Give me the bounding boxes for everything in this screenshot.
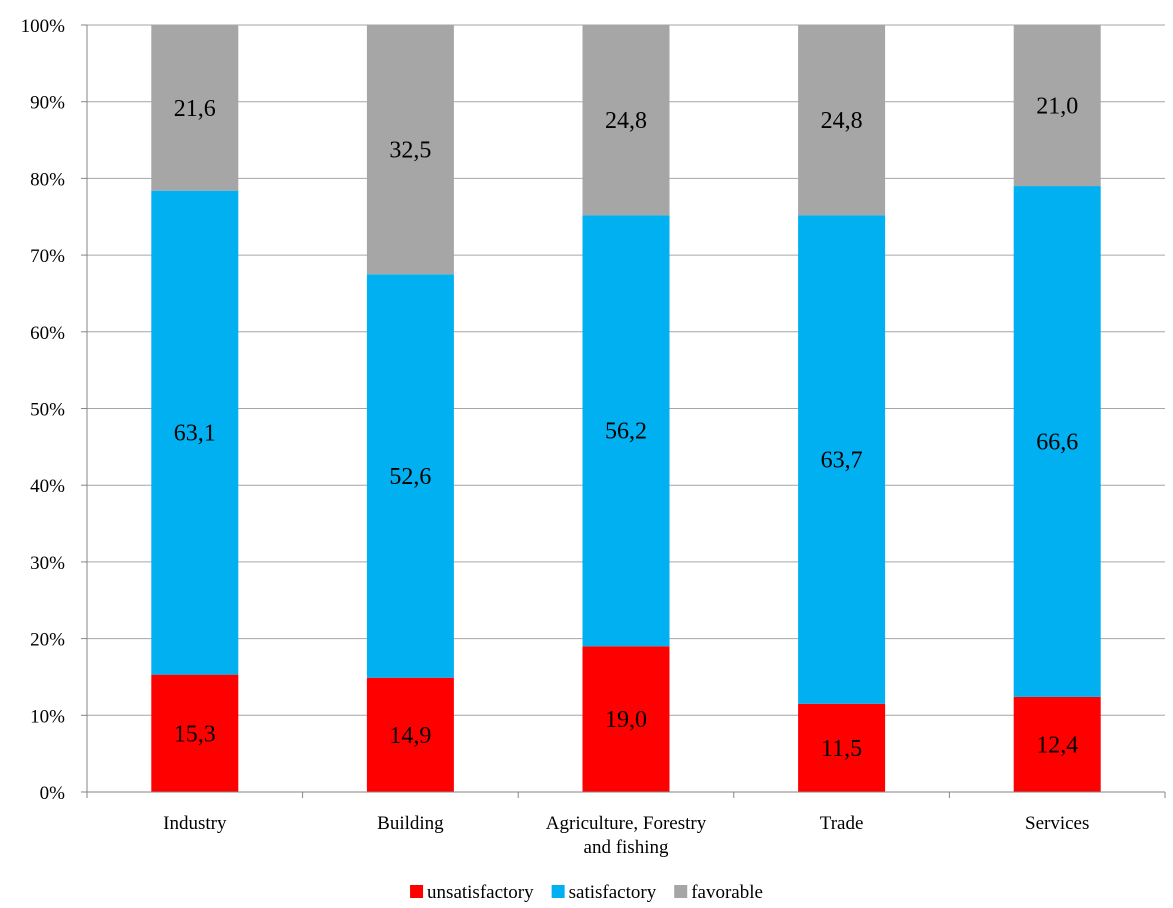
category-label: Services bbox=[1025, 813, 1089, 834]
category-label: Building bbox=[377, 813, 444, 834]
data-label: 11,5 bbox=[821, 736, 862, 762]
y-tick-label: 60% bbox=[30, 323, 65, 344]
bar-segment-unsatisfactory bbox=[366, 677, 454, 792]
y-tick-label: 20% bbox=[30, 630, 65, 651]
y-tick-label: 40% bbox=[30, 476, 65, 497]
category-label: and fishing bbox=[584, 837, 669, 858]
category-labels: Industry Building Agriculture, Forestry and… bbox=[163, 813, 1089, 858]
data-label: 14,9 bbox=[389, 723, 431, 749]
legend-label-favorable: favorable bbox=[691, 882, 763, 903]
data-label: 52,6 bbox=[389, 464, 431, 490]
bar-segment-unsatisfactory bbox=[582, 646, 670, 792]
legend-label-satisfactory: satisfactory bbox=[569, 882, 657, 903]
y-tick-label: 10% bbox=[30, 706, 65, 727]
data-label: 63,7 bbox=[821, 448, 863, 474]
data-label: 63,1 bbox=[174, 421, 216, 447]
bar-segment-satisfactory bbox=[151, 190, 239, 675]
bar-segment-unsatisfactory bbox=[798, 703, 886, 792]
data-label: 15,3 bbox=[174, 721, 216, 747]
data-label: 19,0 bbox=[605, 707, 647, 733]
bar-segment-satisfactory bbox=[1013, 186, 1101, 697]
bar-segment-satisfactory bbox=[582, 215, 670, 647]
y-tick-labels: 0% 10% 20% 30% 40% 50% 60% 70% 80% 90% 100% bbox=[21, 16, 66, 804]
category-label: Industry bbox=[163, 813, 227, 834]
bar-segment-favorable bbox=[151, 25, 239, 191]
data-label: 66,6 bbox=[1036, 429, 1078, 455]
data-label: 24,8 bbox=[821, 108, 863, 134]
bar-segment-unsatisfactory bbox=[1013, 696, 1101, 792]
y-tick-label: 90% bbox=[30, 93, 65, 114]
legend-swatch-satisfactory bbox=[551, 885, 565, 898]
data-label: 21,0 bbox=[1036, 94, 1078, 120]
category-label: Trade bbox=[820, 813, 864, 834]
legend-label-unsatisfactory: unsatisfactory bbox=[427, 882, 534, 903]
bars: 15,3 63,1 21,6 14,9 52,6 32,5 19,0 56,2 24,8 11,5… bbox=[151, 25, 1101, 792]
bar-segment-favorable bbox=[798, 25, 886, 216]
data-label: 24,8 bbox=[605, 108, 647, 134]
bar-segment-favorable bbox=[582, 25, 670, 216]
legend-swatch-favorable bbox=[674, 885, 688, 898]
data-label: 12,4 bbox=[1036, 732, 1078, 758]
bar-segment-favorable bbox=[366, 25, 454, 275]
bar-segment-unsatisfactory bbox=[151, 674, 239, 792]
data-label: 32,5 bbox=[389, 138, 431, 164]
y-tick-label: 30% bbox=[30, 553, 65, 574]
bar-segment-satisfactory bbox=[366, 274, 454, 678]
data-label: 21,6 bbox=[174, 96, 216, 122]
legend-swatch-unsatisfactory bbox=[410, 885, 424, 898]
category-label: Agriculture, Forestry bbox=[546, 813, 707, 834]
bar-segment-satisfactory bbox=[798, 215, 886, 704]
y-tick-label: 50% bbox=[30, 400, 65, 421]
y-tick-label: 80% bbox=[30, 169, 65, 190]
bar-segment-favorable bbox=[1013, 25, 1101, 187]
y-tick-label: 0% bbox=[40, 783, 66, 804]
y-tick-label: 70% bbox=[30, 246, 65, 267]
legend: unsatisfactory satisfactory favorable bbox=[410, 882, 763, 903]
axes bbox=[81, 24, 1166, 798]
data-label: 56,2 bbox=[605, 419, 647, 445]
y-tick-label: 100% bbox=[21, 16, 66, 37]
